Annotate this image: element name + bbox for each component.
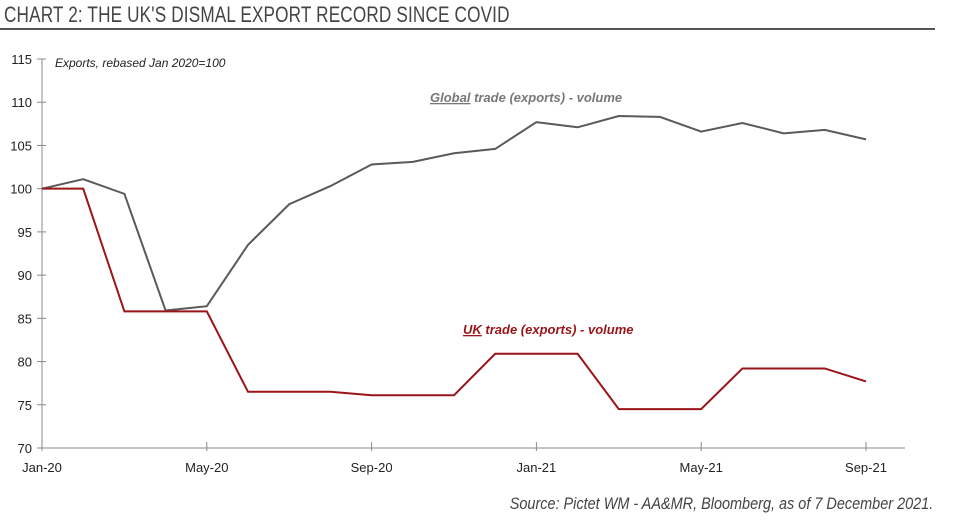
y-tick-label: 70 bbox=[18, 441, 32, 456]
y-tick-label: 95 bbox=[18, 225, 32, 240]
x-tick-label: May-20 bbox=[185, 460, 228, 475]
y-tick-label: 80 bbox=[18, 355, 32, 370]
chart-title: CHART 2: THE UK'S DISMAL EXPORT RECORD S… bbox=[4, 2, 510, 27]
x-tick-label: Sep-20 bbox=[351, 460, 393, 475]
y-tick-label: 90 bbox=[18, 268, 32, 283]
y-axis-label: Exports, rebased Jan 2020=100 bbox=[55, 56, 226, 70]
series-line-global bbox=[41, 115, 867, 312]
series-label-rest: trade (exports) - volume bbox=[482, 322, 634, 337]
y-tick-label: 85 bbox=[18, 311, 32, 326]
title-divider bbox=[0, 28, 935, 30]
x-tick-label: May-21 bbox=[680, 460, 723, 475]
series-line-uk bbox=[42, 187, 867, 411]
y-tick-label: 110 bbox=[11, 95, 32, 110]
y-tick-label: 105 bbox=[10, 138, 32, 153]
x-tick-label: Jan-21 bbox=[517, 460, 557, 475]
series-label-rest: trade (exports) - volume bbox=[470, 90, 622, 105]
y-tick-label: 100 bbox=[10, 182, 32, 197]
series-label-global: Global trade (exports) - volume bbox=[430, 90, 622, 105]
series-label-underlined: UK bbox=[463, 322, 483, 337]
x-tick-label: Jan-20 bbox=[22, 460, 62, 475]
series-label-underlined: Global bbox=[430, 90, 471, 105]
source-note: Source: Pictet WM - AA&MR, Bloomberg, as… bbox=[509, 494, 933, 513]
x-tick-label: Sep-21 bbox=[845, 460, 887, 475]
y-tick-label: 75 bbox=[18, 398, 32, 413]
y-tick-label: 115 bbox=[11, 52, 32, 67]
series-label-uk: UK trade (exports) - volume bbox=[463, 322, 633, 337]
